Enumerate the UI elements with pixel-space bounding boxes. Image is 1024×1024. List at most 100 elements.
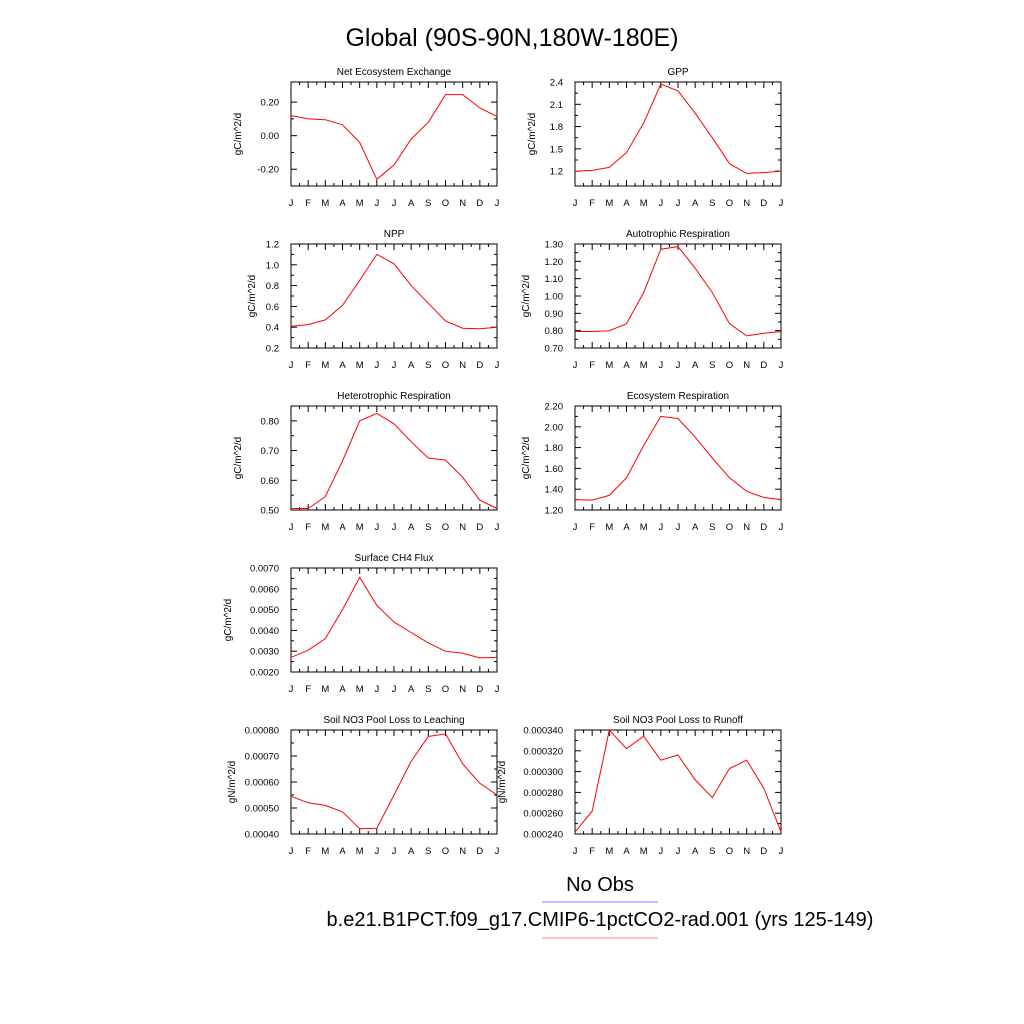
x-tick-label: N (743, 360, 750, 371)
x-tick-label: S (425, 522, 431, 533)
x-tick-label: S (709, 846, 715, 857)
y-tick-label: 0.8 (266, 281, 279, 292)
x-tick-label: N (459, 360, 466, 371)
x-tick-label: S (425, 360, 431, 371)
x-tick-label: S (709, 198, 715, 209)
y-tick-label: 0.70 (261, 446, 280, 457)
x-tick-label: O (442, 360, 449, 371)
x-tick-label: J (658, 198, 663, 209)
x-tick-label: D (760, 360, 767, 371)
x-tick-label: M (356, 360, 364, 371)
x-tick-label: M (321, 846, 329, 857)
x-tick-label: J (392, 360, 397, 371)
y-axis-label: gN/m^2/d (497, 761, 508, 804)
x-tick-label: J (374, 846, 379, 857)
y-tick-label: 1.30 (545, 240, 564, 251)
x-tick-label: N (459, 684, 466, 695)
x-tick-label: J (289, 522, 294, 533)
x-tick-label: O (442, 846, 449, 857)
y-tick-label: 1.8 (550, 122, 563, 133)
y-tick-label: 1.5 (550, 144, 563, 155)
x-tick-label: J (676, 360, 681, 371)
x-tick-label: M (356, 846, 364, 857)
x-tick-label: J (495, 360, 500, 371)
x-tick-label: F (589, 522, 595, 533)
x-tick-label: J (573, 198, 578, 209)
x-tick-label: A (692, 846, 699, 857)
x-tick-label: M (321, 522, 329, 533)
panel-title: Surface CH4 Flux (355, 553, 434, 564)
y-tick-label: 1.40 (545, 485, 564, 496)
x-tick-label: M (640, 360, 648, 371)
x-tick-label: S (425, 846, 431, 857)
x-tick-label: A (623, 198, 630, 209)
x-tick-label: N (743, 522, 750, 533)
x-tick-label: F (305, 198, 311, 209)
y-tick-label: 0.50 (261, 506, 280, 517)
y-axis-label: gC/m^2/d (223, 599, 234, 642)
x-tick-label: J (573, 360, 578, 371)
y-tick-label: 1.10 (545, 274, 564, 285)
panel-title: Autotrophic Respiration (626, 229, 730, 240)
plot-frame (574, 405, 782, 511)
x-tick-label: A (692, 360, 699, 371)
y-tick-label: 0.00 (261, 131, 280, 142)
x-tick-label: J (495, 522, 500, 533)
x-tick-label: J (573, 846, 578, 857)
panel-title: Net Ecosystem Exchange (337, 67, 452, 78)
y-tick-label: 0.00080 (245, 726, 279, 737)
y-axis-label: gC/m^2/d (521, 275, 532, 318)
x-tick-label: A (623, 360, 630, 371)
x-tick-label: A (408, 360, 415, 371)
x-tick-label: M (321, 684, 329, 695)
x-tick-label: M (605, 522, 613, 533)
y-tick-label: 0.000320 (523, 746, 563, 757)
y-tick-label: 0.90 (545, 309, 564, 320)
panel-title: Soil NO3 Pool Loss to Leaching (323, 715, 464, 726)
x-tick-label: J (289, 360, 294, 371)
x-tick-label: M (640, 846, 648, 857)
y-tick-label: 0.80 (545, 326, 564, 337)
x-tick-label: M (605, 846, 613, 857)
y-tick-label: 0.00050 (245, 804, 279, 815)
y-tick-label: 1.2 (266, 240, 279, 251)
x-tick-label: A (339, 360, 346, 371)
y-tick-label: 1.80 (545, 443, 564, 454)
x-tick-label: M (356, 522, 364, 533)
x-tick-label: J (392, 684, 397, 695)
y-axis-label: gN/m^2/d (227, 761, 238, 804)
x-tick-label: A (692, 522, 699, 533)
y-tick-label: 0.000300 (523, 767, 563, 778)
x-tick-label: M (356, 684, 364, 695)
series-line (574, 728, 782, 833)
x-tick-label: J (676, 198, 681, 209)
y-tick-label: 0.60 (261, 476, 280, 487)
y-axis-label: gC/m^2/d (233, 113, 244, 156)
y-tick-label: 0.80 (261, 416, 280, 427)
x-tick-label: M (640, 522, 648, 533)
y-tick-label: 0.00040 (245, 830, 279, 841)
series-line (574, 83, 782, 174)
x-tick-label: O (726, 522, 733, 533)
y-tick-label: 1.20 (545, 257, 564, 268)
y-tick-label: 0.00070 (245, 752, 279, 763)
x-tick-label: A (339, 684, 346, 695)
x-tick-label: A (408, 846, 415, 857)
x-tick-label: F (589, 198, 595, 209)
panel-title: GPP (667, 67, 688, 78)
series-line (574, 415, 782, 501)
x-tick-label: J (374, 198, 379, 209)
x-tick-label: M (640, 198, 648, 209)
y-axis-label: gC/m^2/d (527, 113, 538, 156)
y-axis-label: gC/m^2/d (521, 437, 532, 480)
y-tick-label: 1.2 (550, 167, 563, 178)
series-line (290, 576, 498, 659)
x-tick-label: A (692, 198, 699, 209)
y-tick-label: 0.4 (266, 323, 279, 334)
y-tick-label: 0.0020 (250, 668, 279, 679)
y-tick-label: 0.2 (266, 344, 279, 355)
